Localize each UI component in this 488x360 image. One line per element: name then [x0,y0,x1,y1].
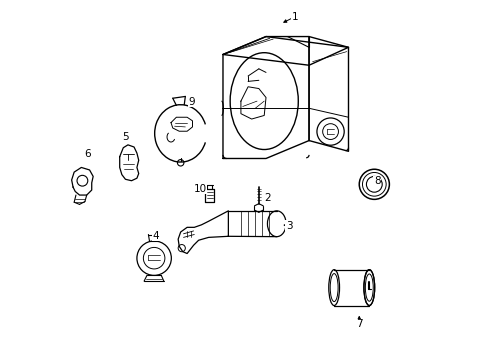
Text: 8: 8 [373,176,380,186]
Text: 6: 6 [84,149,91,159]
Text: 4: 4 [152,231,159,240]
Text: 2: 2 [264,193,270,203]
Text: 10: 10 [193,184,206,194]
Text: 1: 1 [291,12,297,22]
Text: 5: 5 [122,132,128,142]
Text: 7: 7 [355,319,362,329]
Text: 9: 9 [188,97,194,107]
Text: 3: 3 [285,221,292,231]
